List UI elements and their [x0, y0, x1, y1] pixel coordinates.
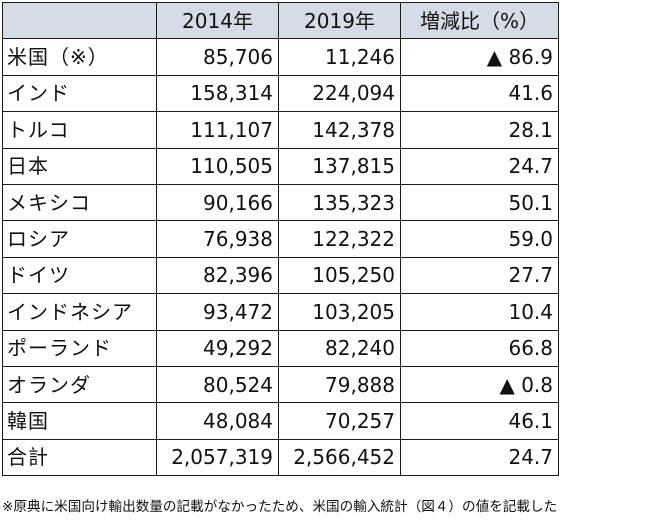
change-ratio-cell: ▲ 0.8: [400, 365, 559, 404]
country-cell: インド: [2, 74, 157, 113]
change-ratio-cell: 50.1: [400, 183, 559, 222]
value-2019-cell: 82,240: [278, 329, 401, 367]
change-ratio-cell: 59.0: [400, 220, 559, 258]
header-cell-2019: 2019年: [278, 1, 401, 40]
value-2014-cell: 110,505: [156, 147, 279, 185]
value-2014-cell: 80,524: [156, 365, 279, 404]
table-row: メキシコ 90,166 135,323 50.1: [2, 183, 559, 222]
table-row: ドイツ 82,396 105,250 27.7: [2, 256, 559, 295]
table-row: 韓国 48,084 70,257 46.1: [2, 402, 559, 440]
value-2014-cell: 93,472: [156, 293, 279, 331]
header-cell-change: 増減比（%）: [400, 1, 559, 40]
header-cell-country: [2, 1, 157, 40]
change-ratio-cell: 27.7: [400, 256, 559, 295]
value-2014-cell: 49,292: [156, 329, 279, 367]
table-header-row: 2014年 2019年 増減比（%）: [2, 1, 559, 40]
table-row: トルコ 111,107 142,378 28.1: [2, 111, 559, 149]
value-2019-cell: 142,378: [278, 111, 401, 149]
change-ratio-cell: 28.1: [400, 111, 559, 149]
table-row: ポーランド 49,292 82,240 66.8: [2, 329, 559, 367]
value-2019-cell: 79,888: [278, 365, 401, 404]
country-cell: トルコ: [2, 111, 157, 149]
value-2019-cell: 105,250: [278, 256, 401, 295]
value-2019-cell: 11,246: [278, 38, 401, 76]
country-cell: 米国（※）: [2, 38, 157, 76]
country-cell: 合計: [2, 438, 157, 477]
change-ratio-cell: 24.7: [400, 438, 559, 477]
value-2014-cell: 111,107: [156, 111, 279, 149]
value-2019-cell: 224,094: [278, 74, 401, 113]
change-ratio-cell: 10.4: [400, 293, 559, 331]
value-2014-cell: 90,166: [156, 183, 279, 222]
table-row: 合計 2,057,319 2,566,452 24.7: [2, 438, 559, 477]
table-row: インド 158,314 224,094 41.6: [2, 74, 559, 113]
value-2014-cell: 48,084: [156, 402, 279, 440]
table-row: ロシア 76,938 122,322 59.0: [2, 220, 559, 258]
change-ratio-cell: 66.8: [400, 329, 559, 367]
country-cell: インドネシア: [2, 293, 157, 331]
change-ratio-cell: ▲ 86.9: [400, 38, 559, 76]
value-2019-cell: 2,566,452: [278, 438, 401, 477]
value-2014-cell: 158,314: [156, 74, 279, 113]
value-2019-cell: 103,205: [278, 293, 401, 331]
country-cell: ポーランド: [2, 329, 157, 367]
change-ratio-cell: 46.1: [400, 402, 559, 440]
header-cell-2014: 2014年: [156, 1, 279, 40]
table-row: オランダ 80,524 79,888 ▲ 0.8: [2, 365, 559, 404]
export-volume-table: 2014年 2019年 増減比（%） 米国（※） 85,706 11,246 ▲ 86…: [2, 1, 559, 477]
value-2019-cell: 135,323: [278, 183, 401, 222]
value-2014-cell: 76,938: [156, 220, 279, 258]
country-cell: ドイツ: [2, 256, 157, 295]
value-2019-cell: 122,322: [278, 220, 401, 258]
country-cell: ロシア: [2, 220, 157, 258]
table-row: 米国（※） 85,706 11,246 ▲ 86.9: [2, 38, 559, 76]
value-2014-cell: 2,057,319: [156, 438, 279, 477]
value-2014-cell: 85,706: [156, 38, 279, 76]
value-2019-cell: 70,257: [278, 402, 401, 440]
country-cell: メキシコ: [2, 183, 157, 222]
footnote: ※原典に米国向け輸出数量の記載がなかったため、米国の輸入統計（図４）の値を記載し…: [2, 499, 558, 515]
table-row: 日本 110,505 137,815 24.7: [2, 147, 559, 185]
country-cell: 日本: [2, 147, 157, 185]
country-cell: 韓国: [2, 402, 157, 440]
change-ratio-cell: 41.6: [400, 74, 559, 113]
country-cell: オランダ: [2, 365, 157, 404]
table-row: インドネシア 93,472 103,205 10.4: [2, 293, 559, 331]
table-body: 2014年 2019年 増減比（%） 米国（※） 85,706 11,246 ▲ 86…: [2, 1, 559, 477]
value-2019-cell: 137,815: [278, 147, 401, 185]
value-2014-cell: 82,396: [156, 256, 279, 295]
change-ratio-cell: 24.7: [400, 147, 559, 185]
